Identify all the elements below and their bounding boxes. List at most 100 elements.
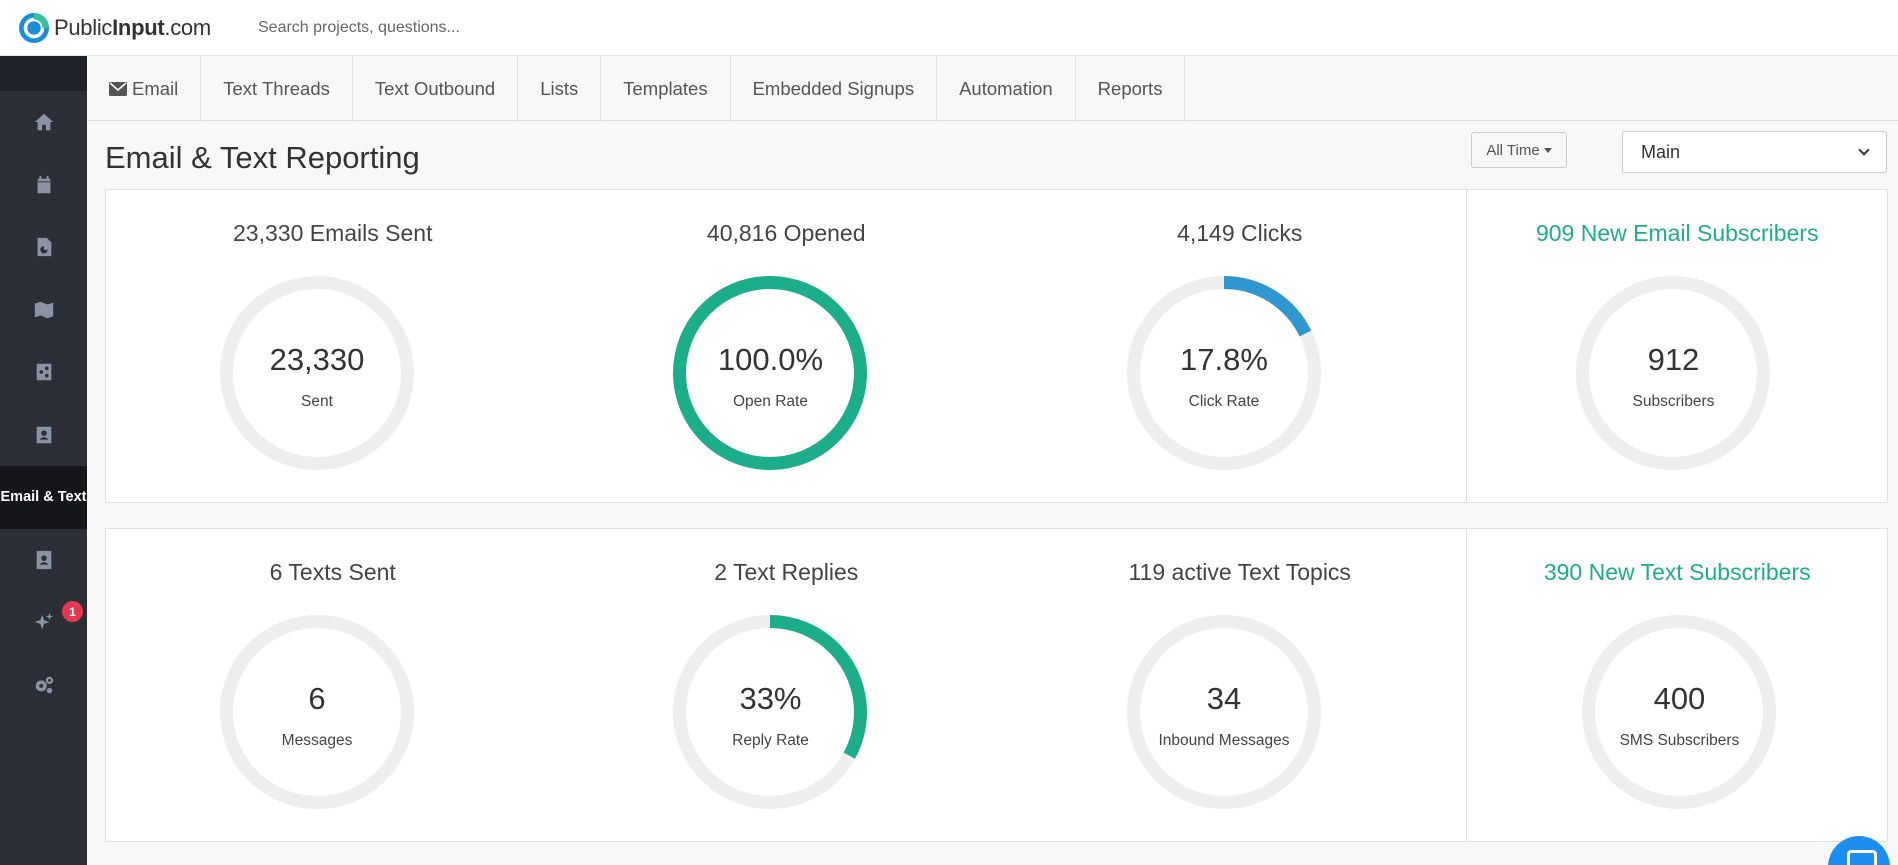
- stat-title: 6 Texts Sent: [269, 559, 396, 585]
- stat-title: 23,330 Emails Sent: [233, 220, 433, 246]
- address-book-icon: [36, 550, 51, 569]
- ring-track: [220, 615, 414, 809]
- ring-svg: [1126, 276, 1321, 470]
- ring-chart: 912 Subscribers: [1576, 276, 1771, 470]
- list-select[interactable]: Main: [1622, 131, 1887, 173]
- ring-value: 23,330: [269, 342, 365, 377]
- cogs-icon: [35, 676, 53, 693]
- list-select-value: Main: [1641, 141, 1681, 162]
- ring-label: Open Rate: [733, 393, 808, 410]
- tab-label: Email: [132, 77, 179, 99]
- stat-new-text-subscribers: 390 New Text Subscribers 400 SMS Subscri…: [1466, 529, 1887, 841]
- publicinput-logo[interactable]: PublicInput.com: [18, 12, 238, 44]
- tab-label: Lists: [540, 77, 579, 99]
- logo-icon: [18, 12, 50, 44]
- stat-text-replies: 2 Text Replies 33% Reply Rate: [559, 529, 1012, 841]
- sidebar-item-reports[interactable]: [0, 216, 87, 279]
- sidebar-item-home[interactable]: [0, 91, 87, 154]
- sidebar-item-contacts[interactable]: [0, 404, 87, 467]
- sidebar-item-calendar[interactable]: [0, 154, 87, 217]
- tab-label: Automation: [959, 77, 1053, 99]
- tab-label: Templates: [623, 77, 708, 99]
- sidebar-item-map[interactable]: [0, 279, 87, 342]
- ring-chart: 33% Reply Rate: [673, 615, 868, 809]
- tab-templates[interactable]: Templates: [601, 56, 731, 121]
- time-filter-label: All Time: [1486, 141, 1540, 159]
- logo-text: PublicInput.com: [54, 14, 211, 40]
- ring-progress-arc: [1126, 276, 1321, 470]
- ring-track: [1576, 276, 1771, 470]
- stat-emails-sent: 23,330 Emails Sent 23,330 Sent: [106, 190, 559, 502]
- sidebar-top: [0, 56, 87, 91]
- stat-title: 119 active Text Topics: [1128, 559, 1351, 585]
- sidebar-item-ai[interactable]: 1: [0, 591, 87, 654]
- sidebar-item-email-text[interactable]: Email & Text: [0, 466, 87, 529]
- ring-progress-arc: [673, 276, 868, 470]
- time-filter-dropdown[interactable]: All Time: [1471, 132, 1567, 168]
- ring-svg: [1126, 615, 1321, 809]
- page-title: Email & Text Reporting: [105, 140, 420, 175]
- sidebar-item-settings[interactable]: [0, 654, 87, 717]
- ring-track: [1126, 615, 1321, 809]
- stat-texts-sent: 6 Texts Sent 6 Messages: [106, 529, 559, 841]
- ring-chart: 23,330 Sent: [220, 276, 414, 470]
- tab-reports[interactable]: Reports: [1076, 56, 1186, 121]
- ring-label: Messages: [281, 732, 353, 749]
- ring-value: 6: [308, 681, 326, 716]
- ring-label: Click Rate: [1188, 393, 1260, 410]
- top-header: PublicInput.com: [0, 0, 1898, 56]
- tab-automation[interactable]: Automation: [937, 56, 1076, 121]
- ring-value: 33%: [739, 681, 802, 716]
- tab-embedded-signups[interactable]: Embedded Signups: [731, 56, 938, 121]
- stat-title: 4,149 Clicks: [1177, 220, 1303, 246]
- stat-title[interactable]: 909 New Email Subscribers: [1535, 220, 1819, 246]
- chevron-down-icon: [1858, 144, 1870, 156]
- ring-chart: 34 Inbound Messages: [1126, 615, 1321, 809]
- map-icon: [34, 301, 53, 318]
- tab-bar: Email Text Threads Text Outbound Lists T…: [87, 56, 1898, 121]
- ring-value: 17.8%: [1180, 342, 1268, 377]
- ring-svg: [1582, 615, 1777, 809]
- home-icon: [34, 114, 53, 131]
- ring-svg: [673, 615, 868, 809]
- caret-down-icon: [1543, 147, 1552, 153]
- sidebar-item-label: Email & Text: [0, 489, 87, 506]
- search-input[interactable]: [258, 18, 658, 37]
- tab-email[interactable]: Email: [87, 56, 202, 121]
- notification-badge: 1: [62, 601, 83, 622]
- ring-chart: 17.8% Click Rate: [1126, 276, 1321, 470]
- sparkles-icon: [34, 613, 53, 630]
- ring-value: 912: [1647, 342, 1700, 377]
- share-icon: [36, 364, 51, 381]
- ring-label: Sent: [301, 393, 333, 410]
- ring-label: Subscribers: [1632, 393, 1715, 410]
- tab-label: Embedded Signups: [752, 77, 915, 99]
- ring-value: 34: [1206, 681, 1242, 716]
- ring-svg: [220, 615, 414, 809]
- ring-svg: [1576, 276, 1771, 470]
- sidebar-item-share[interactable]: [0, 341, 87, 404]
- document-chart-icon: [37, 238, 51, 257]
- stat-title: 40,816 Opened: [706, 220, 866, 246]
- ring-label: Inbound Messages: [1158, 732, 1290, 749]
- tab-lists[interactable]: Lists: [518, 56, 602, 121]
- stat-title: 2 Text Replies: [714, 559, 859, 585]
- ring-chart: 6 Messages: [220, 615, 414, 809]
- email-stats-card: 23,330 Emails Sent 23,330 Sent 40,816 Op…: [105, 189, 1888, 503]
- contact-card-icon: [36, 426, 51, 443]
- sidebar-item-address-book[interactable]: [0, 529, 87, 592]
- ring-svg: [220, 276, 414, 470]
- tab-text-outbound[interactable]: Text Outbound: [353, 56, 519, 121]
- ring-chart: 400 SMS Subscribers: [1582, 615, 1777, 809]
- ring-value: 400: [1653, 681, 1706, 716]
- tab-label: Text Threads: [223, 77, 330, 99]
- tab-text-threads[interactable]: Text Threads: [201, 56, 353, 121]
- ring-track: [1582, 615, 1777, 809]
- sidebar: Email & Text 1: [0, 56, 87, 865]
- stat-title[interactable]: 390 New Text Subscribers: [1543, 559, 1811, 585]
- stat-clicks: 4,149 Clicks 17.8% Click Rate: [1013, 190, 1466, 502]
- ring-label: SMS Subscribers: [1619, 732, 1740, 749]
- ring-value: 100.0%: [717, 342, 824, 377]
- stat-opened: 40,816 Opened 100.0% Open Rate: [559, 190, 1012, 502]
- text-stats-card: 6 Texts Sent 6 Messages 2 Text Replies 3…: [105, 528, 1888, 842]
